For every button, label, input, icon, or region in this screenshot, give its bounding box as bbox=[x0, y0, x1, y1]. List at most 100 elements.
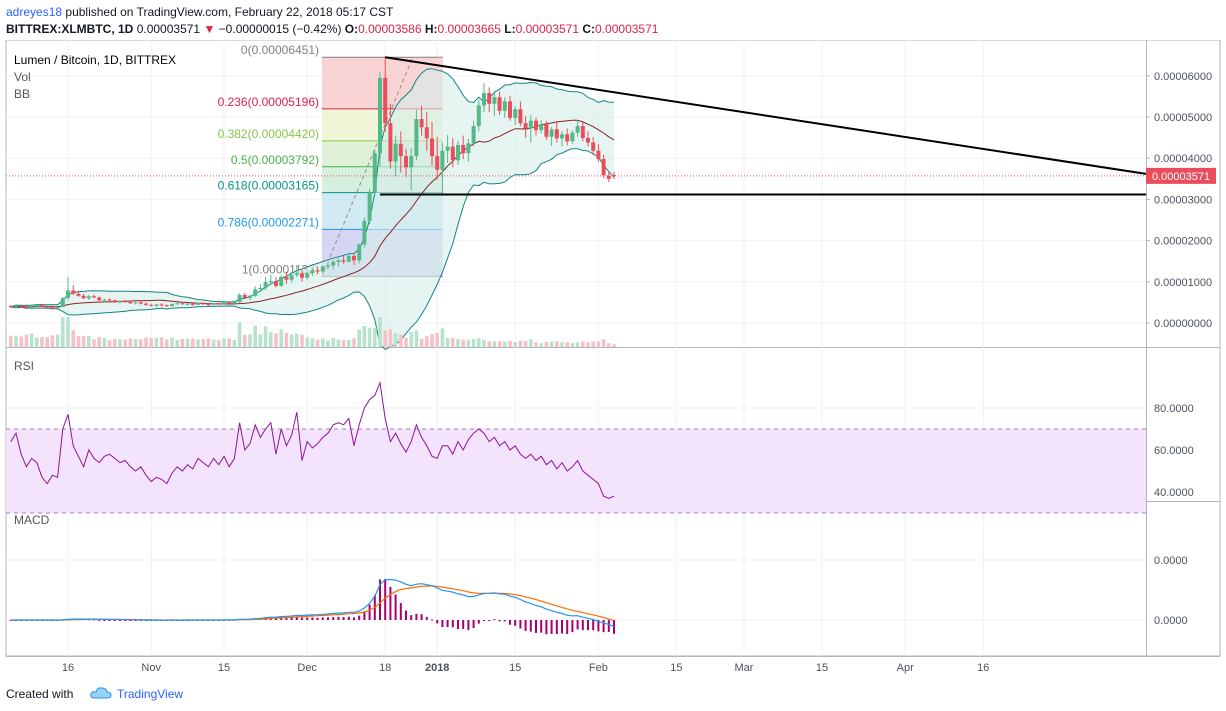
macd-histogram-bar bbox=[119, 620, 121, 621]
candle-body bbox=[97, 297, 102, 301]
volume-bar bbox=[139, 339, 143, 347]
candle-body bbox=[419, 119, 424, 128]
rsi-tick-label: 40.0000 bbox=[1154, 487, 1194, 499]
candle-body bbox=[107, 299, 112, 301]
volume-bar bbox=[107, 340, 112, 347]
volume-bar bbox=[534, 342, 538, 347]
volume-bar bbox=[331, 337, 335, 347]
candle-body bbox=[144, 303, 148, 305]
volume-bar bbox=[555, 341, 559, 347]
volume-bar bbox=[373, 327, 377, 347]
x-tick-label: 2018 bbox=[425, 662, 449, 674]
x-tick-label: Apr bbox=[897, 662, 914, 674]
volume-bar bbox=[503, 341, 507, 347]
volume-bar bbox=[477, 338, 481, 347]
macd-histogram-bar bbox=[607, 620, 610, 632]
volume-bar bbox=[409, 332, 413, 347]
macd-histogram-bar bbox=[295, 616, 298, 620]
footer-created-with: Created with bbox=[6, 687, 74, 701]
volume-bar bbox=[35, 337, 39, 347]
candle-body bbox=[123, 301, 128, 303]
candle-body bbox=[320, 266, 325, 272]
volume-bar bbox=[596, 341, 601, 347]
volume-bar bbox=[414, 330, 419, 347]
candle-body bbox=[40, 304, 44, 307]
candle-body bbox=[409, 156, 414, 168]
chart-header: adreyes18 published on TradingView.com, … bbox=[0, 0, 1226, 40]
candle-body bbox=[398, 143, 403, 157]
candle-body bbox=[518, 109, 523, 124]
candle-body bbox=[383, 77, 388, 124]
candle-body bbox=[450, 146, 455, 161]
candle-body bbox=[284, 276, 289, 280]
macd-histogram-bar bbox=[290, 617, 293, 620]
volume-bar bbox=[404, 337, 408, 347]
symbol-name: BITTREX:XLMBTC, 1D bbox=[6, 22, 134, 36]
candle-body bbox=[268, 280, 273, 283]
candle-body bbox=[170, 304, 174, 307]
volume-bar bbox=[185, 338, 190, 347]
x-tick-label: Dec bbox=[297, 662, 317, 674]
candle-body bbox=[102, 299, 107, 301]
macd-histogram-bar bbox=[441, 620, 444, 628]
volume-bar bbox=[40, 337, 44, 347]
candle-body bbox=[258, 287, 263, 290]
x-tick-label: 15 bbox=[509, 662, 521, 674]
macd-histogram-bar bbox=[535, 620, 537, 633]
macd-histogram-bar bbox=[540, 620, 543, 633]
candles bbox=[8, 57, 616, 310]
candle-body bbox=[133, 302, 138, 304]
macd-histogram-bar bbox=[467, 620, 470, 631]
macd-histogram-bar bbox=[311, 617, 314, 620]
volume-bar bbox=[66, 317, 70, 347]
legend-bb: BB bbox=[14, 87, 30, 101]
macd-histogram-bar bbox=[597, 620, 600, 632]
y-tick-label: 0.00000000 bbox=[1154, 318, 1212, 330]
y-tick-label: 0.00001000 bbox=[1154, 277, 1212, 289]
volume-bar bbox=[513, 342, 517, 347]
volume-bar bbox=[258, 334, 263, 347]
volume-bar bbox=[196, 339, 200, 347]
high-label: H: bbox=[424, 22, 438, 36]
macd-histogram-bar bbox=[420, 614, 423, 620]
volume-bar bbox=[497, 341, 502, 347]
macd-histogram-bar bbox=[129, 620, 132, 621]
volume-bar bbox=[206, 338, 211, 347]
macd-histogram-bar bbox=[342, 617, 345, 620]
macd-histogram-bar bbox=[134, 620, 137, 621]
volume-bar bbox=[601, 339, 606, 347]
candle-body bbox=[237, 294, 242, 302]
macd-histogram-bar bbox=[446, 620, 449, 628]
candle-body bbox=[596, 150, 601, 160]
published-text: published on TradingView.com, February 2… bbox=[65, 5, 394, 19]
volume-bar bbox=[607, 343, 611, 347]
candle-body bbox=[232, 301, 237, 304]
publisher-name[interactable]: adreyes18 bbox=[6, 5, 63, 19]
volume-bar bbox=[591, 341, 595, 347]
chart-area[interactable]: 0(0.00006451) 0.236(0.00005196) 0.382(0.00… bbox=[0, 40, 1226, 680]
candle-body bbox=[539, 124, 544, 131]
footer-brand[interactable]: TradingView bbox=[117, 687, 184, 701]
candle-body bbox=[248, 295, 252, 298]
candle-body bbox=[60, 297, 65, 307]
volume-bar bbox=[227, 338, 231, 347]
candle-body bbox=[580, 126, 585, 139]
volume-bar bbox=[165, 339, 169, 347]
volume-bar bbox=[154, 337, 159, 347]
close-label: C: bbox=[582, 22, 596, 36]
macd-histogram-bar bbox=[321, 617, 324, 620]
candle-body bbox=[393, 143, 398, 162]
macd-histogram-bar bbox=[347, 616, 350, 620]
candle-body bbox=[310, 270, 315, 274]
volume-bar bbox=[113, 339, 117, 347]
volume-bar bbox=[508, 340, 512, 347]
macd-histogram-bar bbox=[571, 620, 574, 633]
candle-body bbox=[149, 304, 154, 306]
macd-histogram-bar bbox=[316, 617, 319, 620]
candle-body bbox=[586, 138, 590, 143]
macd-histogram-bar bbox=[425, 617, 428, 620]
volume-bar bbox=[367, 327, 372, 347]
macd-histogram-bar bbox=[113, 620, 116, 621]
candle-body bbox=[466, 143, 471, 154]
candle-body bbox=[544, 124, 549, 137]
